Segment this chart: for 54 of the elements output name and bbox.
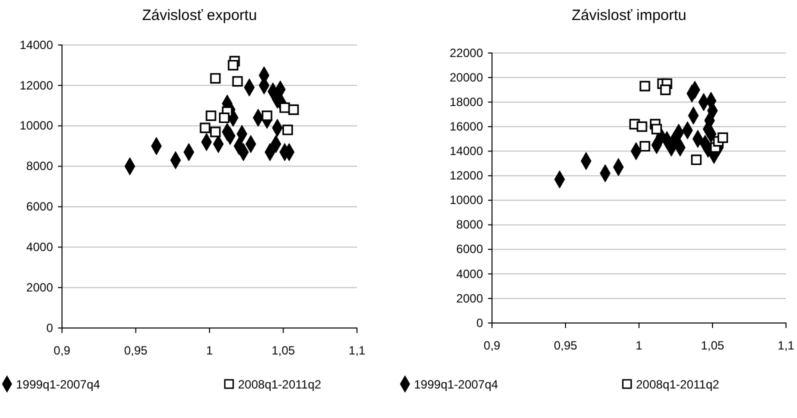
x-tick-label: 0,9 (54, 344, 71, 358)
y-tick-label: 18000 (450, 94, 484, 109)
point (691, 154, 702, 166)
x-tick-label: 1,1 (348, 344, 366, 358)
y-tick-label: 10000 (20, 118, 54, 133)
point (232, 76, 243, 87)
point (218, 112, 230, 124)
point (210, 126, 221, 138)
chart-title: Závislosť exportu (142, 7, 257, 24)
point (718, 132, 728, 143)
point (651, 124, 662, 134)
y-tick-label: 22000 (450, 46, 484, 60)
point (282, 124, 293, 136)
y-tick-label: 0 (46, 320, 54, 335)
y-tick-label: 8000 (456, 218, 484, 232)
y-tick-label: 2000 (456, 291, 484, 306)
y-tick-label: 16000 (450, 119, 484, 134)
legend-label: 1999q1-2007q4 (414, 378, 498, 392)
y-tick-label: 4000 (456, 266, 484, 281)
point (640, 80, 650, 92)
point (262, 110, 272, 122)
point (288, 104, 299, 115)
x-tick-label: 1,05 (700, 338, 724, 353)
legend-label: 2008q1-2011q2 (238, 378, 322, 392)
y-tick-label: 6000 (456, 242, 484, 256)
x-tick-label: 1,1 (778, 338, 795, 353)
y-tick-label: 20000 (450, 70, 484, 84)
y-tick-label: 12000 (450, 168, 484, 183)
x-tick-label: 0,9 (484, 338, 501, 353)
point (210, 73, 221, 84)
point (640, 141, 650, 152)
y-tick-label: 4000 (26, 240, 54, 254)
x-tick-label: 0,95 (554, 338, 578, 353)
y-tick-label: 14000 (450, 144, 484, 158)
point (279, 102, 290, 113)
point (636, 121, 648, 132)
y-tick-label: 8000 (26, 159, 54, 174)
y-tick-label: 2000 (26, 280, 54, 294)
legend-label: 1999q1-2007q4 (16, 378, 100, 392)
x-tick-label: 1 (636, 338, 643, 353)
x-tick-label: 1 (206, 344, 214, 358)
x-tick-label: 1,05 (272, 344, 296, 358)
point (200, 122, 210, 134)
point (228, 60, 238, 70)
chart-title: Závislosť importu (572, 7, 686, 24)
x-tick-label: 0,95 (124, 344, 148, 358)
y-tick-label: 10000 (450, 193, 484, 208)
point (660, 84, 671, 96)
legend-label: 2008q1-2011q2 (636, 378, 720, 392)
y-tick-label: 6000 (26, 200, 54, 214)
y-tick-label: 12000 (20, 78, 54, 92)
y-tick-label: 14000 (20, 38, 54, 52)
y-tick-label: 0 (476, 316, 484, 330)
point (206, 110, 216, 122)
